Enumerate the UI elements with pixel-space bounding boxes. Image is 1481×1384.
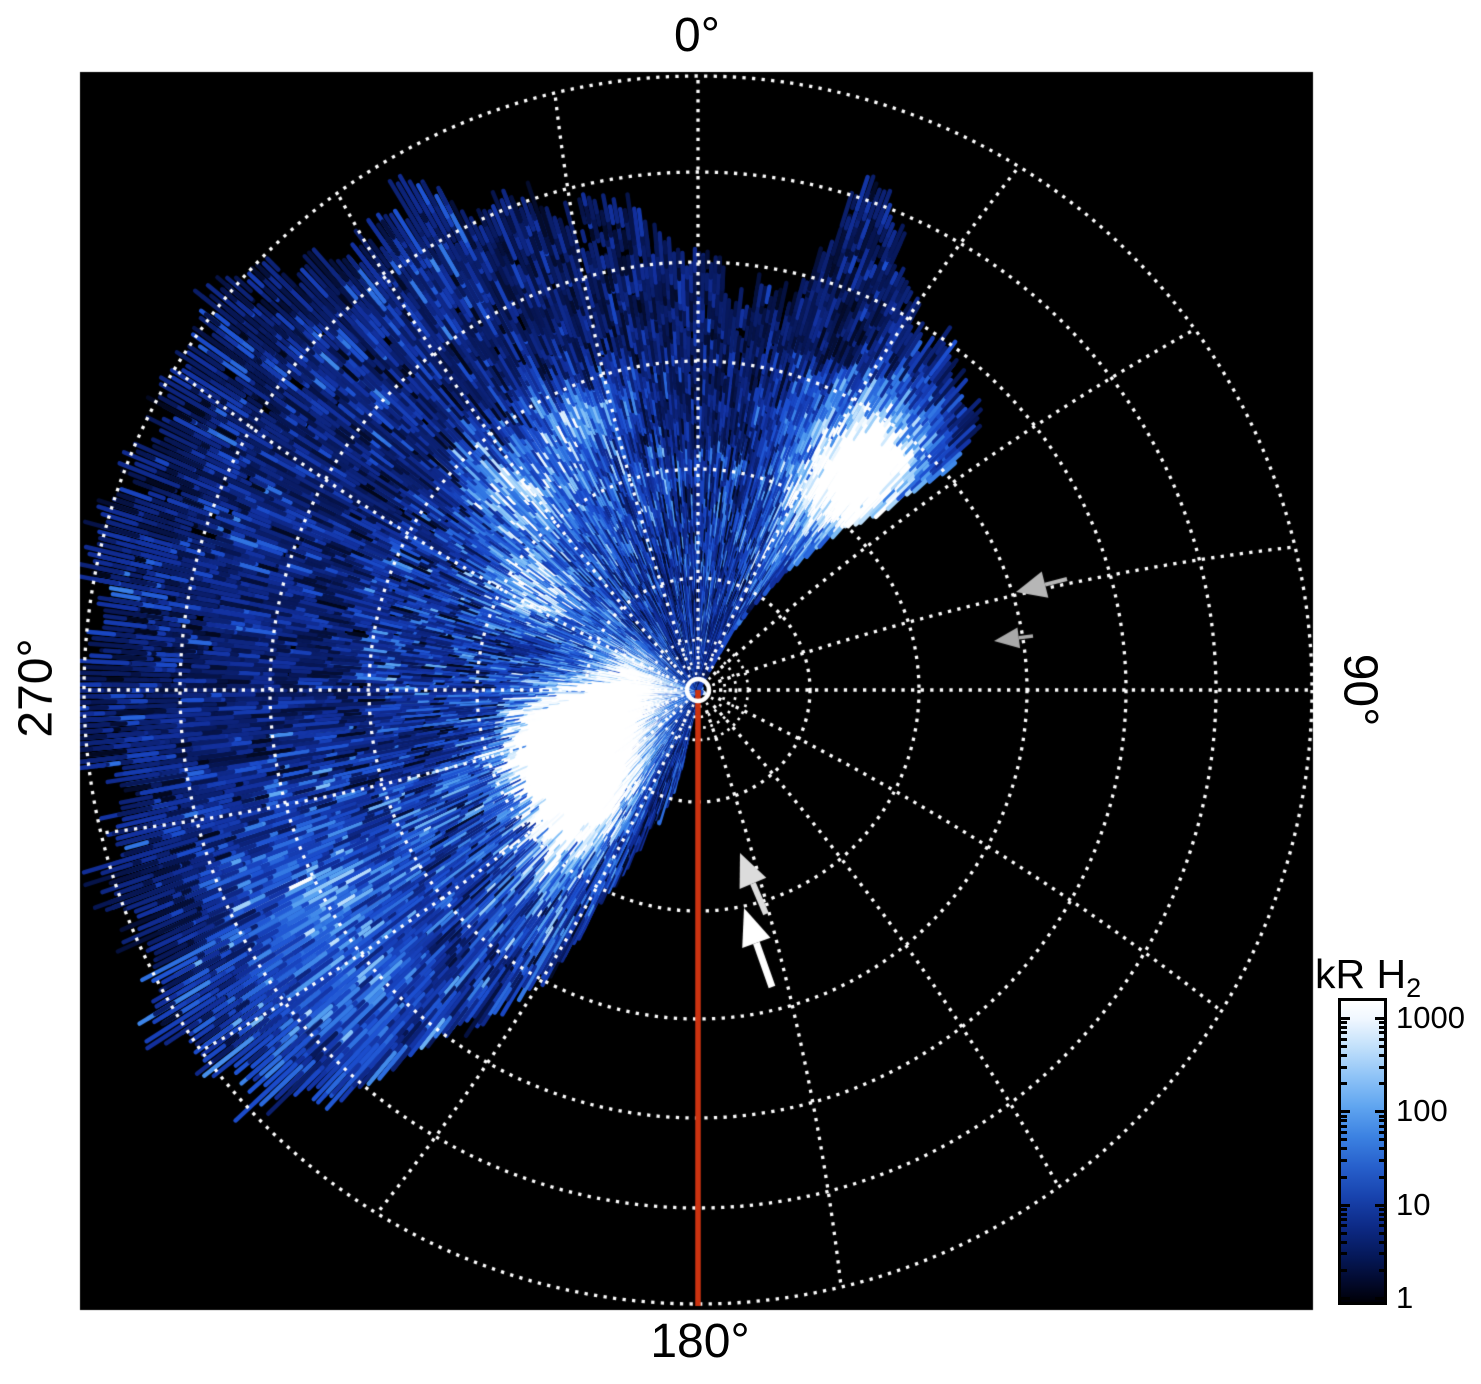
colorbar-tick-mark <box>1378 1207 1384 1211</box>
colorbar-tick-mark <box>1378 1021 1384 1025</box>
colorbar-tick-mark <box>1341 1110 1350 1114</box>
colorbar-tick-mark <box>1375 1017 1384 1020</box>
colorbar-tick-mark <box>1378 1031 1384 1035</box>
angle-label-180: 180° <box>650 1315 750 1368</box>
angle-label-0: 0° <box>674 9 720 62</box>
colorbar-tick-mark <box>1341 1207 1347 1211</box>
colorbar-tick-mark <box>1341 1045 1347 1049</box>
colorbar-tick-mark <box>1341 1252 1347 1256</box>
colorbar-tick-mark <box>1341 1082 1347 1086</box>
colorbar-tick-mark <box>1341 1159 1347 1163</box>
colorbar-title: kR H2 <box>1315 951 1421 1004</box>
colorbar-tick-label: 100 <box>1396 1093 1448 1129</box>
colorbar-gradient <box>1338 998 1387 1305</box>
colorbar-tick-mark <box>1378 1037 1384 1041</box>
colorbar-tick-mark <box>1341 1114 1347 1118</box>
colorbar-tick-mark <box>1341 1231 1347 1235</box>
colorbar-tick-mark <box>1375 1297 1384 1300</box>
colorbar-tick-mark <box>1378 1065 1384 1069</box>
colorbar-tick-mark <box>1378 1252 1384 1256</box>
colorbar-tick-mark <box>1378 1124 1384 1128</box>
colorbar-tick-mark <box>1378 1119 1384 1123</box>
colorbar-tick-mark <box>1341 1119 1347 1123</box>
colorbar-tick-mark <box>1341 1031 1347 1035</box>
angle-label-90: 90° <box>1333 653 1387 727</box>
colorbar-tick-mark <box>1378 1131 1384 1135</box>
angle-label-270: 270° <box>9 638 63 738</box>
colorbar-tick-label: 10 <box>1396 1186 1431 1222</box>
colorbar-tick-mark <box>1341 1240 1347 1244</box>
colorbar-tick-mark <box>1378 1240 1384 1244</box>
colorbar-tick-mark <box>1341 1054 1347 1058</box>
colorbar-tick-mark <box>1375 1203 1384 1207</box>
colorbar-tick-mark <box>1378 1175 1384 1179</box>
colorbar-tick-mark <box>1378 1147 1384 1151</box>
colorbar-tick-mark <box>1375 1110 1384 1114</box>
colorbar-tick-mark <box>1341 1147 1347 1151</box>
colorbar-title-text: kR H <box>1315 951 1407 997</box>
colorbar-tick-mark <box>1341 1218 1347 1222</box>
colorbar-tick-mark <box>1378 1159 1384 1163</box>
colorbar-tick-mark <box>1341 1124 1347 1128</box>
colorbar-tick-mark <box>1378 1268 1384 1272</box>
colorbar-tick-mark <box>1378 1231 1384 1235</box>
colorbar-tick-mark <box>1378 1045 1384 1049</box>
colorbar-tick-mark <box>1378 1026 1384 1030</box>
colorbar-tick-mark <box>1378 1114 1384 1118</box>
colorbar-tick-label: 1 <box>1396 1280 1414 1315</box>
colorbar-tick-mark <box>1378 1218 1384 1222</box>
colorbar-tick-mark <box>1341 1065 1347 1069</box>
colorbar-tick-mark <box>1341 1138 1347 1142</box>
colorbar-tick-mark <box>1341 1297 1350 1300</box>
colorbar-tick-mark <box>1378 1212 1384 1216</box>
colorbar-tick-mark <box>1378 1082 1384 1086</box>
colorbar-tick-mark <box>1341 1268 1347 1272</box>
colorbar-tick-label: 1000 <box>1396 1000 1465 1035</box>
colorbar-tick-mark <box>1341 1212 1347 1216</box>
colorbar-tick-mark <box>1341 1224 1347 1228</box>
colorbar-tick-mark <box>1341 1021 1347 1025</box>
colorbar-tick-mark <box>1378 1138 1384 1142</box>
colorbar-tick-mark <box>1378 1224 1384 1228</box>
colorbar-tick-mark <box>1341 1175 1347 1179</box>
colorbar-title-subscript: 2 <box>1406 973 1422 1004</box>
colorbar-tick-mark <box>1341 1131 1347 1135</box>
colorbar-tick-mark <box>1341 1203 1350 1207</box>
colorbar-tick-mark <box>1378 1054 1384 1058</box>
colorbar-tick-mark <box>1341 1037 1347 1041</box>
colorbar-tick-mark <box>1341 1017 1350 1020</box>
colorbar-tick-mark <box>1341 1026 1347 1030</box>
